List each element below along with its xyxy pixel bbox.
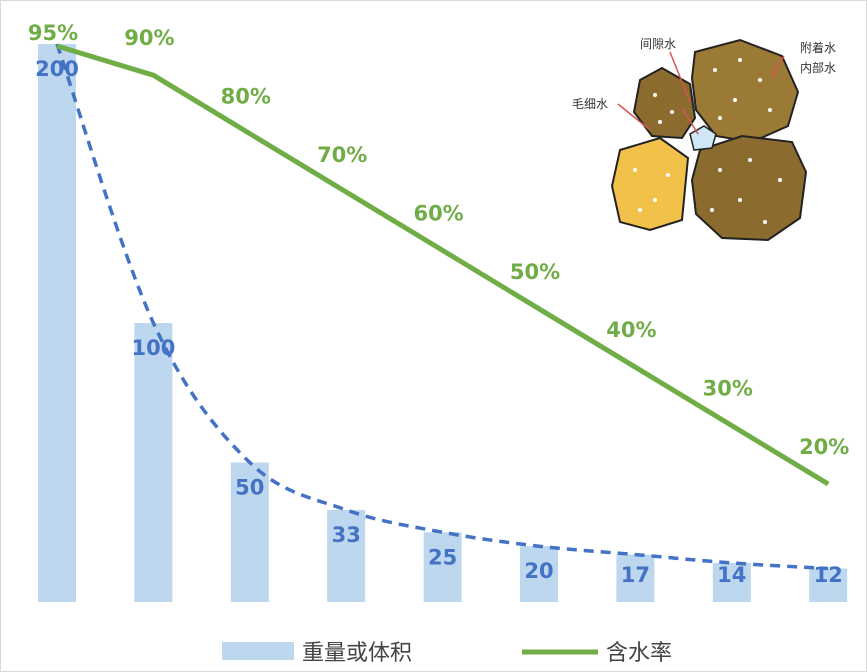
bar-value-label: 12 xyxy=(814,563,843,587)
bar-value-label: 200 xyxy=(35,57,79,81)
bar-value-label: 17 xyxy=(621,563,650,587)
pore-dot xyxy=(768,108,772,112)
legend-swatch-bar xyxy=(222,642,294,660)
particle-bottom-left xyxy=(610,136,690,232)
line-value-label: 95% xyxy=(28,21,78,45)
pore-dot xyxy=(718,168,722,172)
bar-value-label: 14 xyxy=(717,563,746,587)
pore-dot xyxy=(653,198,657,202)
moisture-line xyxy=(56,43,830,487)
pore-dot xyxy=(763,220,767,224)
legend-label-weight-volume: 重量或体积 xyxy=(302,641,412,666)
pore-dot xyxy=(658,120,662,124)
bar-data-labels: 200 100 50 33 25 20 17 14 12 xyxy=(35,57,843,587)
particle-pores xyxy=(633,58,782,224)
pointer-lines xyxy=(617,51,785,135)
pore-dot xyxy=(713,68,717,72)
pore-dot xyxy=(710,208,714,212)
line-value-label: 90% xyxy=(124,26,174,50)
pore-dot xyxy=(670,110,674,114)
pore-dot xyxy=(738,198,742,202)
inset-label-adhered-water: 附着水 xyxy=(800,40,836,55)
pore-dot xyxy=(748,158,752,162)
line-value-label: 60% xyxy=(413,201,463,225)
legend: 重量或体积 含水率 xyxy=(222,641,672,666)
sludge-water-illustration: 间隙水 附着水 内部水 毛细水 xyxy=(572,37,836,242)
pore-dot xyxy=(653,93,657,97)
line-value-label: 30% xyxy=(703,377,753,401)
bar-series xyxy=(38,44,848,602)
inset-label-interstitial-water: 间隙水 xyxy=(640,37,676,51)
bar-3 xyxy=(230,462,269,602)
particle-bottom-right xyxy=(690,134,808,242)
bar-value-label: 25 xyxy=(428,545,457,569)
bar-8 xyxy=(712,562,751,602)
bar-value-label: 20 xyxy=(524,559,553,583)
bar-1 xyxy=(38,44,76,602)
legend-label-moisture: 含水率 xyxy=(606,641,672,666)
line-value-label: 80% xyxy=(221,85,271,109)
pore-dot xyxy=(633,168,637,172)
bar-9 xyxy=(809,568,848,602)
pore-dot xyxy=(666,173,670,177)
pore-dot xyxy=(718,116,722,120)
bar-6 xyxy=(520,546,558,602)
bar-5 xyxy=(423,532,462,602)
line-value-label: 50% xyxy=(510,260,560,284)
dashed-trend-line xyxy=(55,43,829,571)
line-value-label: 70% xyxy=(317,143,367,167)
particle-top-right xyxy=(690,38,800,144)
bar-7 xyxy=(616,554,655,602)
bar-value-label: 100 xyxy=(131,336,175,360)
pore-dot xyxy=(733,98,737,102)
line-value-label: 40% xyxy=(606,318,656,342)
particle-top-left xyxy=(632,66,697,140)
line-data-labels: 95% 90% 80% 70% 60% 50% 40% 30% 20% xyxy=(28,21,849,459)
bar-2 xyxy=(134,323,173,602)
pore-dot xyxy=(638,208,642,212)
inset-label-internal-water: 内部水 xyxy=(800,60,836,75)
line-value-label: 20% xyxy=(799,435,849,459)
pore-dot xyxy=(738,58,742,62)
pore-dot xyxy=(778,178,782,182)
inset-label-capillary-water: 毛细水 xyxy=(572,97,608,111)
bar-value-label: 33 xyxy=(332,523,361,547)
bar-4 xyxy=(327,509,366,602)
pore-dot xyxy=(758,78,762,82)
bar-value-label: 50 xyxy=(235,476,264,500)
